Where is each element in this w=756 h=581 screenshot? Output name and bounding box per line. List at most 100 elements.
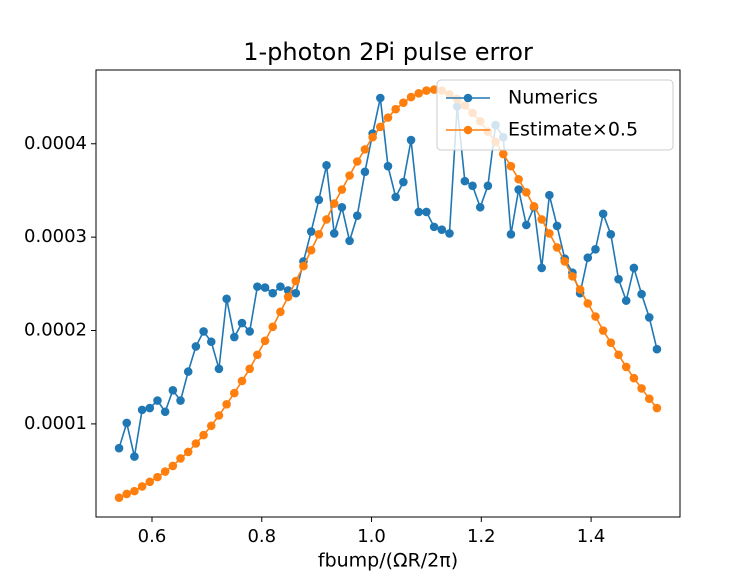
point xyxy=(383,161,393,171)
point xyxy=(522,220,531,230)
point xyxy=(583,253,593,262)
point xyxy=(537,263,546,273)
chart-title: 1-photon 2Pi pulse error xyxy=(243,38,533,66)
point xyxy=(652,403,662,413)
point xyxy=(514,174,523,184)
point xyxy=(606,230,616,239)
point xyxy=(114,443,124,453)
point xyxy=(352,211,362,220)
point xyxy=(414,89,424,98)
point xyxy=(137,405,147,415)
point xyxy=(314,195,324,205)
point xyxy=(498,149,508,159)
point xyxy=(176,454,185,463)
x-axis-label: fbump/(ΩR/2π) xyxy=(318,550,458,572)
point xyxy=(514,185,523,194)
point xyxy=(122,489,132,499)
point xyxy=(168,461,178,471)
point xyxy=(591,312,600,321)
point xyxy=(545,229,554,238)
point xyxy=(406,135,416,145)
point xyxy=(537,215,546,224)
x-tick-label: 0.8 xyxy=(247,526,276,547)
point xyxy=(598,209,608,219)
x-tick-label: 0.6 xyxy=(138,526,167,547)
point xyxy=(137,482,147,491)
point xyxy=(268,322,278,332)
point xyxy=(399,98,408,107)
point xyxy=(260,283,270,292)
point xyxy=(614,350,623,360)
point xyxy=(253,282,262,291)
x-tick-label: 1.4 xyxy=(577,526,606,547)
point xyxy=(222,294,231,304)
point xyxy=(214,364,224,374)
point xyxy=(329,229,339,238)
point xyxy=(652,344,662,354)
point xyxy=(621,362,631,372)
point xyxy=(160,407,170,417)
point xyxy=(460,176,470,186)
point xyxy=(629,263,639,273)
point xyxy=(291,276,301,286)
point xyxy=(145,403,155,413)
point xyxy=(337,185,347,194)
point xyxy=(222,399,231,409)
point xyxy=(552,221,562,231)
point xyxy=(429,85,439,94)
point xyxy=(345,171,354,180)
point xyxy=(291,288,301,298)
point xyxy=(637,289,646,299)
point xyxy=(437,225,447,234)
point xyxy=(591,244,600,254)
point xyxy=(575,285,585,294)
point xyxy=(183,367,193,376)
point xyxy=(545,190,554,200)
point xyxy=(598,326,608,335)
point xyxy=(183,447,193,457)
point xyxy=(583,299,593,308)
legend-box xyxy=(436,79,674,151)
point xyxy=(352,157,362,166)
point xyxy=(199,430,208,440)
point xyxy=(230,388,239,398)
point xyxy=(160,467,170,476)
point xyxy=(360,167,370,177)
point xyxy=(253,350,262,360)
point xyxy=(237,318,247,328)
point xyxy=(414,207,424,217)
y-tick-label: 0.0004 xyxy=(24,133,87,154)
point xyxy=(283,292,293,302)
point xyxy=(260,336,270,346)
point xyxy=(644,394,654,403)
y-tick-label: 0.0001 xyxy=(24,413,87,434)
point xyxy=(383,113,393,122)
point xyxy=(299,261,308,271)
point xyxy=(230,332,239,342)
point xyxy=(153,472,162,482)
point xyxy=(475,202,485,212)
point xyxy=(168,385,178,395)
point xyxy=(176,396,185,405)
point xyxy=(276,307,285,317)
point xyxy=(130,452,139,461)
axes-frame xyxy=(95,69,681,518)
point xyxy=(329,199,339,208)
point xyxy=(606,338,616,347)
legend-marker xyxy=(463,125,473,135)
point xyxy=(644,313,654,322)
point xyxy=(199,327,208,336)
point xyxy=(322,160,331,170)
point xyxy=(483,181,493,191)
point xyxy=(506,230,516,239)
point xyxy=(153,396,162,405)
point xyxy=(214,411,224,420)
point xyxy=(337,202,347,212)
point xyxy=(114,493,124,502)
point xyxy=(122,418,132,428)
point xyxy=(306,227,316,236)
y-tick-label: 0.0003 xyxy=(24,226,87,247)
point xyxy=(614,274,623,284)
x-tick-label: 1.0 xyxy=(357,526,386,547)
